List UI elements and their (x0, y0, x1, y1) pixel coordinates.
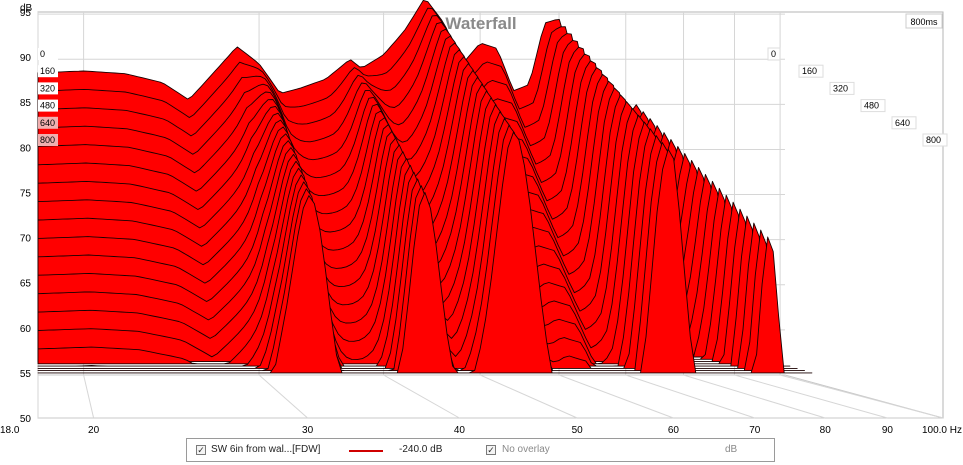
time-span-badge: 800ms (905, 13, 943, 29)
trace-label[interactable]: SW 6in from wal...[FDW] (211, 444, 321, 455)
svg-text:800: 800 (926, 135, 941, 145)
x-axis: 18.0 20 30 40 50 60 70 80 90 100.0 Hz (0, 425, 962, 436)
svg-text:320: 320 (40, 83, 55, 93)
trace-line-swatch (349, 450, 383, 452)
x-tick-label: 60 (668, 425, 680, 436)
y-tick-label: 95 (20, 8, 32, 19)
x-tick-label: 70 (749, 425, 761, 436)
x-tick-label: 20 (88, 425, 100, 436)
trace-value: -240.0 dB (399, 444, 443, 455)
time-tick-label-left: 640 (38, 116, 58, 129)
chart-title: Waterfall (445, 14, 516, 33)
y-axis-unit: dB (20, 3, 33, 14)
x-tick-label: 18.0 (0, 425, 20, 436)
overlay-value: dB (725, 444, 738, 455)
y-tick-label: 85 (20, 98, 32, 109)
legend-bar: ✓ SW 6in from wal...[FDW] -240.0 dB ✓ No… (186, 438, 775, 462)
overlay-checkbox[interactable]: ✓ (486, 445, 496, 455)
time-tick-label-left: 480 (38, 99, 58, 112)
floor-line-x (779, 374, 944, 419)
trace-checkbox[interactable]: ✓ (196, 445, 206, 455)
y-tick-label: 50 (20, 414, 32, 425)
x-tick-label: 90 (882, 425, 894, 436)
x-tick-label: 50 (572, 425, 584, 436)
y-tick-label: 90 (20, 53, 32, 64)
svg-text:320: 320 (833, 83, 848, 93)
time-axis: 0 0 160 160 320 320 480 480 640 640 800 800 (38, 47, 948, 147)
svg-text:800: 800 (40, 135, 55, 145)
time-tick-label-left: 160 (38, 65, 58, 78)
floor-line-x (625, 374, 755, 419)
floor-line-x (258, 374, 308, 419)
svg-text:640: 640 (40, 118, 55, 128)
floor-line-x (479, 374, 578, 419)
svg-text:160: 160 (40, 66, 55, 76)
svg-text:0: 0 (771, 49, 776, 59)
svg-text:640: 640 (895, 118, 910, 128)
y-tick-label: 70 (20, 234, 32, 245)
time-tick-label-left: 0 (38, 48, 58, 60)
floor-line-x (83, 374, 95, 419)
floor-line-x (734, 374, 888, 419)
waterfall-floor (37, 374, 944, 419)
svg-text:480: 480 (40, 101, 55, 111)
x-tick-label: 40 (454, 425, 466, 436)
floor-line-x (558, 374, 674, 419)
time-tick-label-right: 800 (922, 133, 948, 147)
x-tick-label: 80 (820, 425, 832, 436)
waterfall-slice (37, 131, 813, 374)
y-axis: 50 55 60 65 70 75 80 85 90 95 (20, 8, 32, 425)
time-tick-label-right: 640 (891, 116, 917, 130)
time-tick-label-right: 320 (829, 81, 855, 95)
svg-text:480: 480 (864, 101, 879, 111)
svg-text:800ms: 800ms (910, 17, 938, 27)
y-tick-label: 80 (20, 143, 32, 154)
waterfall-slices (37, 0, 813, 374)
time-tick-label-left: 800 (38, 134, 58, 146)
svg-text:160: 160 (802, 66, 817, 76)
time-tick-label-right: 160 (798, 64, 824, 78)
y-tick-label: 60 (20, 324, 32, 335)
floor-line-x (383, 374, 460, 419)
time-tick-label-left: 320 (38, 82, 58, 95)
y-tick-label: 65 (20, 279, 32, 290)
y-tick-label: 55 (20, 369, 32, 380)
x-tick-label: 100.0 Hz (922, 425, 962, 436)
time-tick-label-right: 0 (767, 47, 781, 61)
y-tick-label: 75 (20, 188, 32, 199)
floor-line-x (683, 374, 826, 419)
svg-text:0: 0 (40, 49, 45, 59)
x-tick-label: 30 (302, 425, 314, 436)
overlay-label[interactable]: No overlay (502, 444, 550, 455)
time-tick-label-right: 480 (860, 99, 886, 113)
